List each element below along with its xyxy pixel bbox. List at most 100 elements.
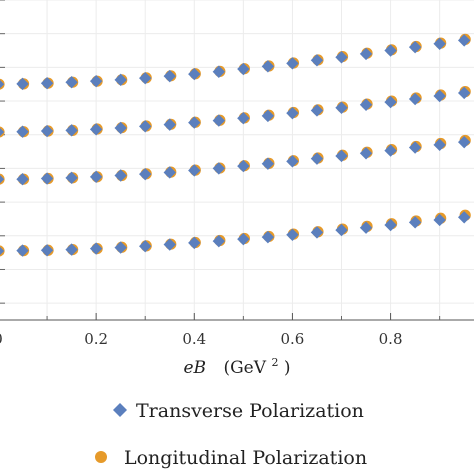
data-point-transverse [335, 223, 348, 237]
data-point-transverse [40, 244, 54, 257]
data-point-transverse [310, 54, 324, 67]
data-point-transverse [212, 234, 226, 248]
data-point-transverse [335, 51, 348, 64]
x-axis-label: eB (GeV 2 ) [184, 351, 291, 378]
data-point-transverse [310, 104, 324, 117]
legend-label-longitudinal: Longitudinal Polarization [124, 447, 367, 469]
x-ticks: 0 0.2 0.4 0.6 0.8 [0, 0, 441, 348]
data-point-transverse [65, 243, 78, 256]
data-point-transverse [0, 127, 5, 137]
x-axis-label-unit: (GeV [223, 358, 266, 378]
data-point-transverse [16, 125, 29, 138]
data-point-transverse [457, 86, 471, 100]
data-point-transverse [188, 236, 201, 250]
data-point-transverse [40, 124, 54, 138]
legend-entry-longitudinal: Longitudinal Polarization [95, 447, 367, 469]
data-point-transverse [310, 152, 324, 165]
data-point-transverse [89, 74, 103, 88]
data-point-transverse [65, 75, 78, 89]
data-point-transverse [16, 173, 29, 186]
data-point-transverse [384, 95, 397, 109]
data-point-transverse [65, 124, 78, 137]
data-points [0, 33, 471, 257]
x-axis-label-exponent: 2 [271, 356, 278, 369]
data-point-transverse [384, 44, 397, 57]
data-point-transverse [0, 174, 5, 184]
data-point-transverse [114, 169, 127, 182]
data-point-transverse [286, 106, 299, 120]
data-point-transverse [139, 167, 152, 181]
data-point-transverse [188, 164, 201, 177]
data-point-transverse [359, 98, 373, 111]
data-point-transverse [188, 116, 201, 129]
x-tick-label: 0 [0, 330, 3, 348]
data-point-transverse [163, 69, 176, 83]
x-tick-label: 0.4 [182, 330, 206, 348]
data-point-transverse [89, 242, 103, 255]
data-point-transverse [408, 92, 422, 106]
data-point-transverse [212, 114, 226, 127]
data-point-transverse [261, 60, 275, 73]
data-point-transverse [212, 162, 226, 175]
data-point-transverse [335, 101, 348, 114]
legend: Transverse Polarization Longitudinal Pol… [95, 400, 367, 469]
data-point-transverse [114, 121, 127, 135]
data-point-transverse [0, 246, 5, 256]
data-point-transverse [237, 232, 250, 246]
data-point-transverse [139, 120, 152, 133]
data-point-transverse [286, 57, 299, 70]
legend-label-transverse: Transverse Polarization [136, 400, 364, 422]
legend-entry-transverse: Transverse Polarization [113, 400, 364, 422]
data-point-transverse [89, 123, 103, 136]
data-point-transverse [65, 171, 78, 185]
data-point-transverse [384, 218, 397, 232]
data-point-transverse [114, 73, 127, 87]
data-point-transverse [40, 77, 54, 90]
data-point-transverse [384, 144, 397, 157]
data-point-transverse [16, 77, 29, 91]
data-point-transverse [433, 213, 446, 227]
data-point-transverse [408, 216, 422, 229]
data-point-transverse [359, 47, 373, 61]
data-point-transverse [0, 80, 5, 89]
data-point-transverse [286, 228, 299, 241]
data-point-transverse [163, 238, 176, 251]
data-point-transverse [408, 40, 422, 54]
data-point-transverse [261, 157, 275, 170]
data-point-transverse [139, 240, 152, 253]
data-point-transverse [89, 170, 103, 184]
data-point-transverse [457, 211, 471, 224]
data-point-transverse [286, 155, 299, 168]
data-point-transverse [237, 62, 250, 76]
x-axis-label-variable: eB [184, 358, 207, 378]
data-point-transverse [359, 147, 373, 160]
data-point-transverse [433, 89, 446, 103]
data-point-transverse [16, 244, 29, 257]
x-tick-label: 0.6 [281, 330, 305, 348]
data-point-transverse [237, 112, 250, 125]
legend-marker-diamond [113, 403, 127, 417]
data-point-transverse [237, 159, 250, 173]
data-point-transverse [433, 138, 446, 152]
data-point-transverse [114, 241, 127, 254]
data-point-transverse [457, 135, 471, 149]
data-point-transverse [335, 149, 348, 163]
data-point-transverse [261, 230, 275, 244]
data-point-transverse [163, 166, 176, 179]
data-point-transverse [408, 141, 422, 154]
data-point-transverse [261, 109, 275, 123]
data-point-transverse [139, 71, 152, 85]
grid-lines [0, 0, 474, 320]
legend-marker-circle [95, 451, 107, 463]
data-point-transverse [163, 118, 176, 131]
x-tick-label: 0.8 [379, 330, 403, 348]
data-point-transverse [359, 221, 373, 234]
data-point-transverse [457, 34, 471, 47]
data-point-transverse [310, 226, 324, 239]
data-point-transverse [40, 172, 54, 185]
x-axis-label-close: ) [284, 358, 291, 378]
data-point-transverse [212, 65, 226, 78]
x-tick-label: 0.2 [84, 330, 108, 348]
data-point-transverse [188, 67, 201, 81]
